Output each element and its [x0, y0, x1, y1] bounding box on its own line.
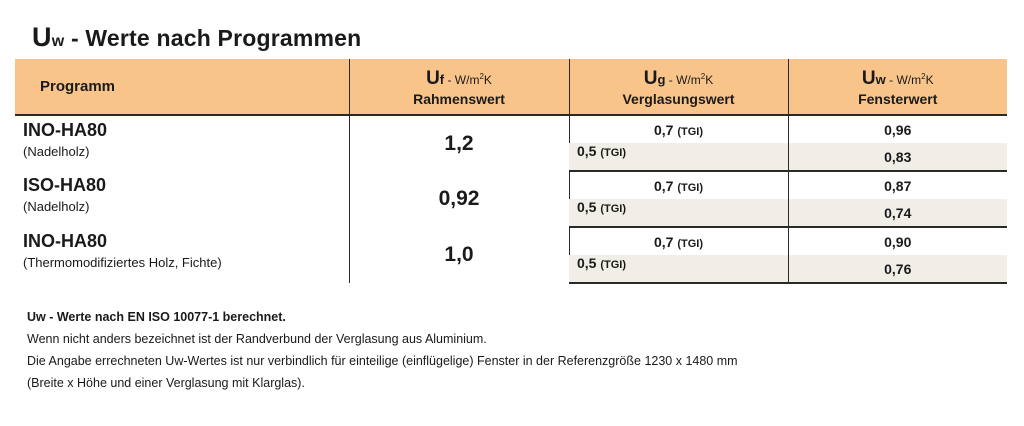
- tgi-label: (TGI): [600, 259, 627, 271]
- ug-value: 0,7: [653, 121, 674, 138]
- program-wood: (Nadelholz): [23, 144, 90, 159]
- header-uw-label: Fensterwert: [858, 90, 938, 107]
- uw-value: 0,96: [787, 115, 1007, 143]
- ug-cell: 0,7 (TGI): [568, 171, 788, 199]
- program-cell: INO-HA80 (Nadelholz): [15, 115, 349, 171]
- header-ug: Ug - W/m2K Verglasungswert: [568, 59, 788, 116]
- uf-value: 1,0: [348, 227, 569, 283]
- header-uf: Uf - W/m2K Rahmenswert: [348, 59, 569, 116]
- uw-value: 0,90: [787, 227, 1007, 255]
- program-name: INO-HA80: [23, 120, 108, 140]
- program-wood: (Nadelholz): [23, 199, 90, 214]
- program-wood: (Thermomodifiziertes Holz, Fichte): [23, 255, 222, 270]
- ug-value: 0,7: [653, 233, 674, 250]
- note-line: Die Angabe errechneten Uw-Wertes ist nur…: [27, 354, 738, 368]
- tgi-label: (TGI): [600, 147, 627, 159]
- title-symbol: U: [32, 22, 52, 52]
- uw-value: 0,87: [787, 171, 1007, 199]
- ug-value: 0,5: [577, 255, 597, 271]
- tgi-label: (TGI): [677, 181, 704, 194]
- uf-value: 0,92: [348, 171, 569, 227]
- ug-cell: 0,7 (TGI): [568, 115, 788, 143]
- table-row: 0,5 (TGI) 0,76: [15, 255, 1007, 284]
- ug-cell: 0,5 (TGI): [569, 255, 788, 284]
- uw-value: 0,74: [787, 199, 1007, 228]
- tgi-label: (TGI): [677, 237, 704, 250]
- note-line: (Breite x Höhe und einer Verglasung mit …: [27, 376, 305, 390]
- program-name: INO-HA80: [23, 231, 108, 251]
- uw-value: 0,76: [787, 255, 1007, 284]
- note-line: Uw - Werte nach EN ISO 10077-1 berechnet…: [27, 310, 286, 324]
- program-cell: INO-HA80 (Thermomodifiziertes Holz, Fich…: [15, 227, 349, 283]
- ug-value: 0,7: [653, 177, 674, 194]
- ug-cell: 0,5 (TGI): [569, 199, 788, 228]
- title-symbol-sub: w: [51, 33, 65, 50]
- header-uw: Uw - W/m2K Fensterwert: [787, 59, 1007, 116]
- note-line: Wenn nicht anders bezeichnet ist der Ran…: [27, 332, 487, 346]
- uw-value: 0,83: [787, 143, 1007, 172]
- header-ug-label: Verglasungswert: [622, 90, 735, 107]
- table-row: 0,5 (TGI) 0,83: [15, 143, 1007, 172]
- uf-value: 1,2: [348, 115, 569, 171]
- ug-value: 0,5: [577, 199, 597, 215]
- ug-cell: 0,5 (TGI): [569, 143, 788, 172]
- tgi-label: (TGI): [677, 125, 704, 138]
- page-title: Uw - Werte nach Programmen: [32, 22, 361, 53]
- footnotes: Uw - Werte nach EN ISO 10077-1 berechnet…: [27, 306, 738, 394]
- table-header-row: Programm Uf - W/m2K Rahmenswert Ug - W/m…: [15, 59, 1007, 116]
- tgi-label: (TGI): [600, 203, 627, 215]
- header-uf-label: Rahmenswert: [413, 90, 505, 107]
- ug-cell: 0,7 (TGI): [568, 227, 788, 255]
- title-text: - Werte nach Programmen: [64, 25, 362, 51]
- ug-value: 0,5: [577, 143, 597, 159]
- program-name: ISO-HA80: [23, 175, 107, 195]
- values-table: Programm Uf - W/m2K Rahmenswert Ug - W/m…: [15, 59, 1007, 284]
- table-row: ISO-HA80 (Nadelholz) 0,92 0,7 (TGI) 0,87: [15, 171, 1007, 227]
- header-program: Programm: [15, 59, 349, 116]
- table-row: INO-HA80 (Thermomodifiziertes Holz, Fich…: [15, 227, 1007, 283]
- table-row: INO-HA80 (Nadelholz) 1,2 0,7 (TGI) 0,96: [15, 115, 1007, 171]
- table-row: 0,5 (TGI) 0,74: [15, 199, 1007, 228]
- program-cell: ISO-HA80 (Nadelholz): [15, 171, 349, 227]
